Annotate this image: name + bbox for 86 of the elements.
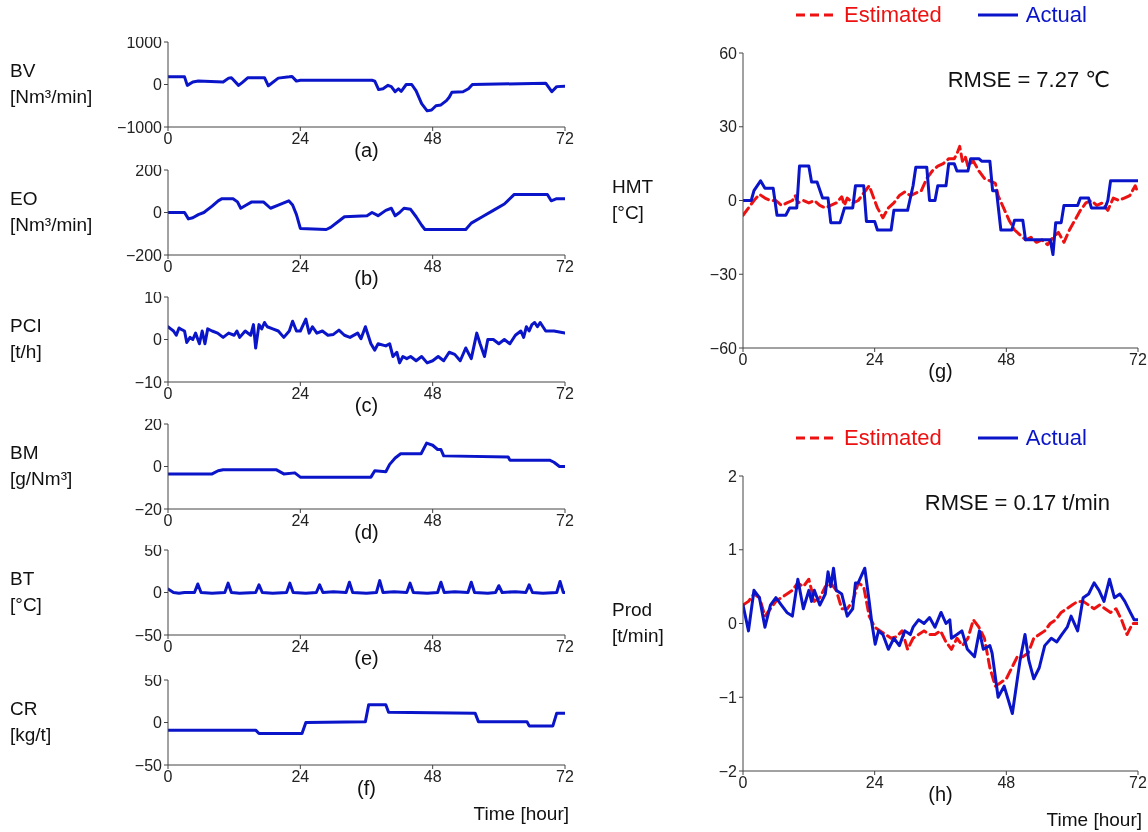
x-tick-label: 48: [423, 638, 442, 656]
legend-label: Estimated: [844, 2, 942, 28]
y-tick-label: 0: [728, 615, 738, 633]
y-tick-label: 0: [153, 204, 163, 222]
x-tick-label: 24: [291, 638, 310, 656]
y-tick-label: 0: [153, 458, 163, 476]
line-series: [743, 157, 1138, 257]
y-axis-title: CR [kg/t]: [10, 696, 52, 748]
y-axis-title: PCI [t/h]: [10, 313, 42, 365]
text: (a): [354, 139, 379, 161]
y-tick-label: 50: [144, 671, 163, 689]
x-tick-label: 72: [556, 638, 574, 656]
x-tick-label: 48: [997, 351, 1016, 369]
x-tick-label: 24: [291, 385, 310, 403]
y-tick-label: 50: [144, 541, 163, 559]
x-tick-label: 24: [865, 351, 884, 369]
text: (e): [354, 647, 379, 669]
x-tick-label: 72: [1129, 351, 1147, 369]
x-tick-label: 48: [423, 130, 442, 148]
x-tick-label: 72: [556, 130, 574, 148]
text: (g): [928, 360, 953, 382]
y-tick-label: 60: [719, 44, 738, 62]
y-axis-title: HMT [°C]: [612, 174, 654, 226]
x-tick-label: 48: [423, 768, 442, 786]
y-tick-label: 0: [153, 76, 163, 94]
text: (b): [354, 267, 379, 289]
x-tick-label: 72: [556, 385, 574, 403]
legend-label: Actual: [1025, 425, 1087, 451]
x-tick-label: 48: [997, 774, 1016, 792]
y-tick-label: −1: [718, 688, 738, 706]
x-tick-label: 72: [1129, 774, 1147, 792]
y-tick-label: 0: [728, 192, 738, 210]
legend-label: Estimated: [844, 425, 942, 451]
annotation: RMSE = 7.27 ℃: [947, 67, 1110, 93]
line-series: [168, 441, 565, 479]
y-axis-title: Prod [t/min]: [612, 597, 664, 649]
y-tick-label: −10: [134, 373, 163, 391]
y-tick-label: 200: [135, 161, 163, 179]
y-axis-title: EO [Nm³/min]: [10, 186, 93, 238]
x-tick-label: 24: [291, 258, 310, 276]
text: (h): [928, 783, 953, 805]
y-tick-label: −30: [709, 265, 738, 283]
line-series: [743, 577, 1138, 688]
y-tick-label: −20: [134, 500, 163, 518]
x-tick-label: 72: [556, 258, 574, 276]
y-tick-label: 0: [153, 714, 163, 732]
line-series: [168, 74, 565, 113]
y-tick-label: 1: [728, 541, 738, 559]
x-tick-label: 72: [556, 512, 574, 530]
y-tick-label: 20: [144, 415, 163, 433]
line-series: [743, 144, 1138, 247]
y-tick-label: −50: [134, 756, 163, 774]
y-tick-label: −1000: [117, 118, 163, 136]
y-tick-label: 0: [153, 331, 163, 349]
x-tick-label: 48: [423, 512, 442, 530]
y-tick-label: 0: [153, 584, 163, 602]
y-tick-label: 1000: [126, 33, 163, 51]
line-series: [168, 579, 565, 595]
text: (d): [354, 521, 379, 543]
y-tick-label: −2: [718, 762, 738, 780]
x-tick-label: 48: [423, 385, 442, 403]
legend-label: Actual: [1025, 2, 1087, 28]
x-tick-label: 24: [291, 130, 310, 148]
y-tick-label: 10: [144, 288, 163, 306]
y-axis-title: BM [g/Nm³]: [10, 440, 73, 492]
x-tick-label: 48: [423, 258, 442, 276]
y-tick-label: −50: [134, 626, 163, 644]
y-tick-label: −200: [125, 246, 163, 264]
text: (c): [354, 394, 379, 416]
line-series: [168, 703, 565, 736]
x-tick-label: 24: [291, 768, 310, 786]
x-tick-label: 72: [556, 768, 574, 786]
y-axis-title: BT [°C]: [10, 566, 42, 618]
line-series: [743, 566, 1138, 715]
x-tick-label: 24: [291, 512, 310, 530]
y-tick-label: 30: [719, 118, 738, 136]
text: (f): [357, 777, 376, 799]
y-tick-label: 2: [728, 467, 738, 485]
line-series: [168, 192, 565, 231]
line-series: [168, 317, 565, 365]
x-tick-label: 24: [865, 774, 884, 792]
annotation: RMSE = 0.17 t/min: [924, 490, 1110, 516]
x-axis-title: Time [hour]: [473, 803, 569, 825]
y-axis-title: BV [Nm³/min]: [10, 58, 93, 110]
y-tick-label: −60: [709, 339, 738, 357]
x-axis-title: Time [hour]: [1046, 809, 1142, 831]
